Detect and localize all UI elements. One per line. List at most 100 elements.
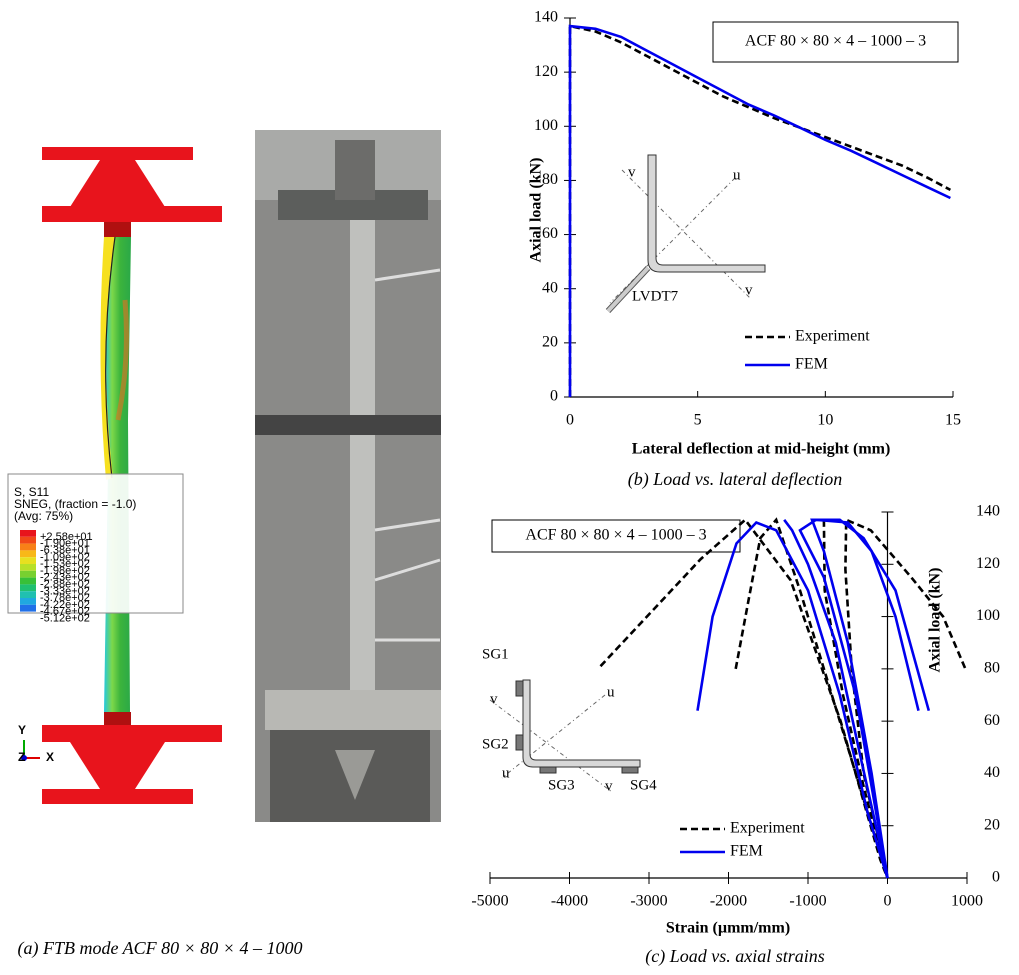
legend-label: Experiment [730,820,805,837]
series-line [822,519,889,879]
contour-value: -3.33e+02 [40,585,90,597]
contour-legend-text: SNEG, (fraction = -1.0) [14,497,136,511]
caption: (a) FTB mode ACF 80 × 80 × 4 – 1000 [18,938,303,959]
series-line [734,517,889,879]
y-tick-label: 40 [542,279,558,296]
inset-label: SG3 [548,777,575,793]
x-tick-label: -1000 [789,893,826,910]
x-axis-label: Strain (µmm/mm) [666,920,790,937]
contour-swatch [20,570,36,578]
y-tick-label: 20 [984,816,1000,833]
contour-legend-text: S, S11 [14,485,49,499]
x-tick-label: -4000 [551,893,588,910]
inset-label: v [605,778,613,794]
contour-swatch [20,536,36,544]
x-tick-label: 1000 [951,893,983,910]
series-line [568,24,952,397]
series-line [696,520,889,879]
inset-label: SG1 [482,646,509,662]
contour-swatch [20,550,36,558]
x-tick-label: 15 [945,412,961,429]
legend-label: Experiment [795,328,870,345]
contour-swatch [20,557,36,564]
y-tick-label: 80 [542,171,558,188]
contour-value: -6.38e+01 [40,545,90,557]
contour-value: -3.78e+02 [40,592,90,604]
triad-label: Z [18,750,25,764]
y-tick-label: 60 [984,712,1000,729]
series-line [568,24,951,397]
x-tick-label: 10 [817,412,833,429]
contour-swatch [20,604,36,612]
y-tick-label: 100 [976,607,1000,624]
contour-value: +2.58e+01 [40,531,93,543]
y-tick-label: 0 [992,869,1000,886]
y-tick-label: 80 [984,660,1000,677]
annotation: ACF 80 × 80 × 4 – 1000 – 3 [745,33,926,50]
y-tick-label: 140 [534,9,558,26]
inset-label: u [502,765,510,781]
contour-swatch [20,530,36,537]
triad-label: X [46,750,54,764]
annotation-box [712,21,959,63]
x-tick-label: 5 [694,412,702,429]
series-line [810,518,931,879]
x-axis-label: Lateral deflection at mid-height (mm) [632,441,891,458]
x-tick-label: 0 [884,893,892,910]
contour-value: -1.09e+02 [40,551,90,563]
test-photo [255,130,441,822]
y-tick-label: 0 [550,388,558,405]
inset-label: SG4 [630,777,657,793]
y-tick-label: 120 [976,555,1000,572]
legend-label: FEM [730,843,763,860]
contour-value: -1.98e+02 [40,565,90,577]
y-tick-label: 140 [976,503,1000,520]
contour-swatch [20,577,36,585]
annotation: ACF 80 × 80 × 4 – 1000 – 3 [525,527,706,544]
inset-label: u [733,167,741,183]
inset-label: v [490,691,498,707]
inset-section [489,679,641,793]
triad [21,740,40,761]
triad-label: Y [18,723,26,737]
contour-swatch [20,564,36,571]
inset-label: u [607,684,615,700]
x-tick-label: 0 [566,412,574,429]
legend-label: FEM [795,356,828,373]
series-line [844,517,967,879]
contour-swatch [20,543,36,551]
caption: (b) Load vs. lateral deflection [628,469,842,490]
fe-model [7,147,222,804]
contour-value: -2.43e+02 [40,572,90,584]
y-tick-label: 20 [542,334,558,351]
contour-swatch [20,591,36,598]
x-tick-label: -2000 [710,893,747,910]
contour-value: -1.53e+02 [40,558,90,570]
y-tick-label: 120 [534,63,558,80]
inset-label: v [628,164,636,180]
contour-value: -4.67e+02 [40,606,90,618]
contour-value: -5.12e+02 [40,613,90,625]
y-tick-label: 60 [542,225,558,242]
contour-legend-text: (Avg: 75%) [14,509,73,523]
inset-section [605,154,766,314]
x-tick-label: -5000 [471,893,508,910]
inset-label: v [745,282,753,298]
y-axis-label: Axial load (kN) [528,158,545,263]
contour-value: -1.90e+01 [40,538,90,550]
contour-value: -4.22e+02 [40,599,90,611]
annotation-box [491,519,741,553]
caption: (c) Load vs. axial strains [645,946,825,967]
y-tick-label: 100 [534,117,558,134]
series-line [599,517,889,879]
y-tick-label: 40 [984,764,1000,781]
contour-swatch [20,584,36,592]
x-tick-label: -3000 [630,893,667,910]
contour-value: -2.88e+02 [40,579,90,591]
y-axis-label: Axial load (kN) [927,568,944,673]
series-line [783,519,889,879]
contour-swatch [20,598,36,605]
inset-label: LVDT7 [632,288,679,304]
inset-label: SG2 [482,736,509,752]
